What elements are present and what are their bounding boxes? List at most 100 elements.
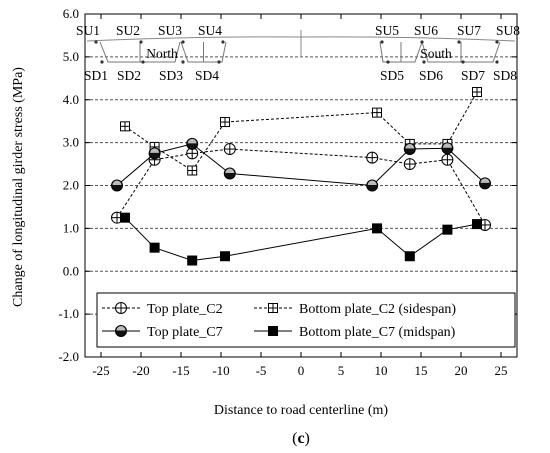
legend-label: Bottom plate_C2 (sidespan) (299, 302, 456, 317)
legend-label: Top plate_C7 (147, 325, 223, 340)
data-point (223, 143, 236, 156)
x-tick-label: -20 (132, 363, 149, 378)
data-point (223, 167, 236, 180)
gauge-point (139, 40, 143, 44)
data-point (403, 143, 416, 156)
sd-label: SD4 (195, 68, 219, 83)
sd-label: SD6 (419, 68, 443, 83)
gauge-point (457, 40, 461, 44)
su-label: SU3 (158, 23, 182, 38)
data-point (403, 158, 416, 171)
su-label: SU1 (76, 23, 100, 38)
data-point (472, 87, 482, 98)
data-point (372, 107, 382, 118)
north-label: North (146, 46, 178, 61)
data-point (111, 211, 123, 224)
data-point (186, 147, 199, 160)
y-tick-label: 0.0 (63, 263, 79, 278)
data-point (120, 212, 130, 223)
legend-marker (268, 326, 278, 336)
legend-label: Top plate_C2 (147, 302, 223, 317)
x-tick-label: 15 (415, 363, 428, 378)
axes: -2.0 -1.0 0.0 1.0 2.0 3.0 4.0 5.0 6.0 -25 -20 -15 -1… (58, 6, 518, 378)
north-box-girder-2 (180, 41, 227, 63)
gauge-point (422, 60, 426, 64)
gauge-point (461, 60, 465, 64)
series-line (124, 91, 478, 172)
su-label: SU2 (116, 23, 140, 38)
data-point (472, 219, 482, 230)
x-tick-label: -10 (212, 363, 229, 378)
gauge-point (181, 40, 185, 44)
y-tick-label: 6.0 (63, 6, 79, 21)
data-point (366, 151, 379, 164)
x-tick-label: 0 (298, 363, 305, 378)
sd-label: SD5 (380, 68, 404, 83)
series-line (116, 148, 486, 226)
y-tick-label: 2.0 (63, 178, 79, 193)
data-point (187, 165, 198, 176)
data-point (120, 121, 130, 132)
sd-label: SD7 (461, 68, 485, 83)
series-line (116, 143, 486, 187)
series-line (124, 217, 478, 262)
gauge-point (380, 40, 384, 44)
legend-marker (115, 325, 127, 337)
gauge-point (217, 60, 221, 64)
su-label: SU7 (457, 23, 481, 38)
south-box-girder (379, 41, 423, 63)
data-point (111, 179, 123, 192)
gauge-point (100, 60, 104, 64)
y-axis-label: Change of longitudinal girder stress (MP… (11, 67, 26, 307)
bridge-cross-section-inset: SU1 SU2 SU3 SU4 SU5 SU6 SU7 SU8 SD1 SD2 SD3 SD4 SD5 S… (76, 23, 520, 83)
data-point (187, 255, 198, 266)
su-label: SU8 (496, 23, 520, 38)
y-tick-label: 1.0 (63, 220, 79, 235)
data-point (479, 218, 491, 231)
gauge-point (386, 60, 390, 64)
data-point (149, 242, 160, 253)
su-label: SU4 (198, 23, 222, 38)
data-point (479, 177, 491, 190)
gauge-point (94, 40, 98, 44)
legend-label: Bottom plate_C7 (midspan) (299, 325, 456, 340)
series-layer (111, 87, 491, 266)
x-tick-label: 5 (338, 363, 345, 378)
data-point (442, 224, 453, 235)
data-point (186, 137, 199, 150)
gauge-point (495, 40, 499, 44)
sd-label: SD2 (117, 68, 141, 83)
y-tick-label: 5.0 (63, 49, 79, 64)
grid-lines (85, 56, 517, 315)
sd-label: SD1 (84, 68, 108, 83)
x-tick-label: -15 (172, 363, 189, 378)
gauge-point (495, 60, 499, 64)
gauge-point (420, 40, 424, 44)
gauge-point (221, 40, 225, 44)
sd-label: SD8 (493, 68, 517, 83)
data-point (372, 223, 382, 234)
panel-label: (c) (292, 430, 310, 447)
data-point (441, 153, 454, 166)
south-label: South (420, 46, 452, 61)
y-tick-label: -2.0 (58, 349, 79, 364)
su-label: SU6 (414, 23, 438, 38)
legend: Top plate_C2 Bottom plate_C2 (sidespan) To… (96, 292, 516, 348)
data-point (220, 251, 230, 262)
sd-label: SD3 (159, 68, 183, 83)
data-point (220, 117, 230, 128)
x-axis-label: Distance to road centerline (m) (214, 403, 388, 418)
data-point (366, 179, 379, 192)
gauge-point (181, 60, 185, 64)
y-tick-label: -1.0 (58, 306, 79, 321)
x-tick-label: 20 (455, 363, 468, 378)
data-point (148, 147, 161, 160)
legend-marker (268, 303, 278, 313)
legend-marker (115, 302, 127, 314)
x-tick-label: -5 (256, 363, 267, 378)
gauge-point (141, 60, 145, 64)
x-tick-label: 25 (495, 363, 508, 378)
su-label: SU5 (375, 23, 399, 38)
y-tick-label: 3.0 (63, 135, 79, 150)
